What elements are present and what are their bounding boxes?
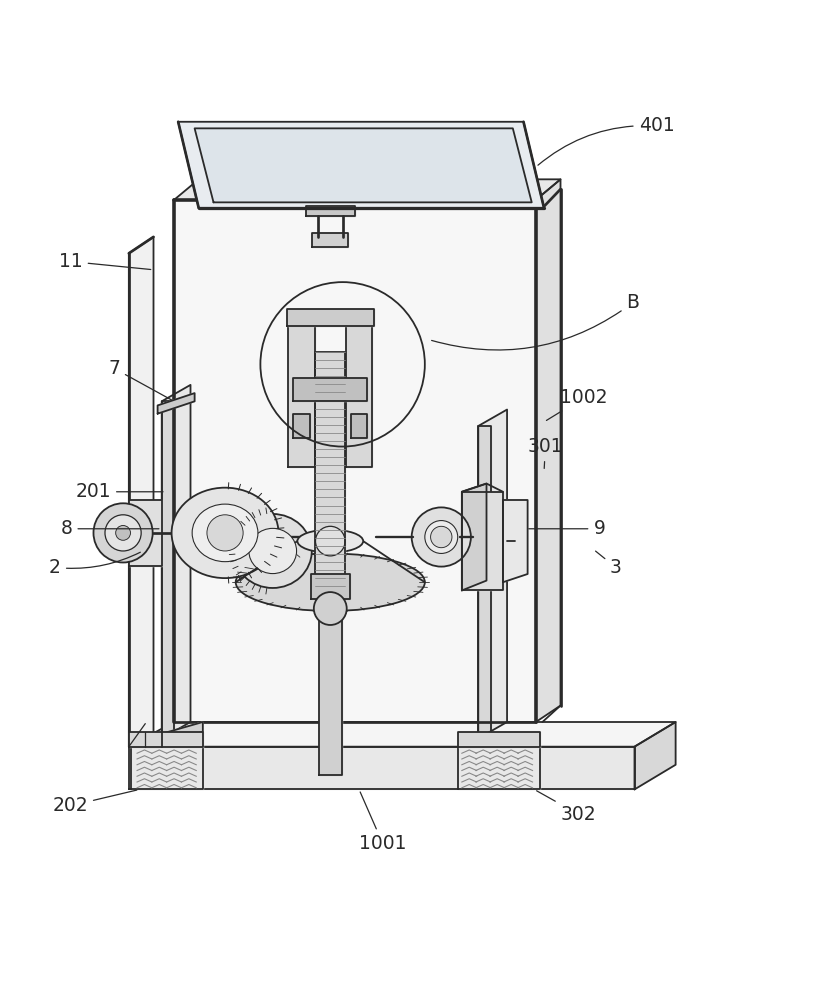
Text: 1001: 1001 <box>359 792 407 853</box>
Polygon shape <box>535 179 560 722</box>
Polygon shape <box>162 401 174 738</box>
Polygon shape <box>351 414 367 438</box>
Polygon shape <box>162 385 191 738</box>
Text: 401: 401 <box>538 116 674 165</box>
Polygon shape <box>315 352 345 586</box>
Polygon shape <box>458 747 540 789</box>
Polygon shape <box>305 206 355 216</box>
Polygon shape <box>129 500 162 566</box>
Polygon shape <box>346 319 372 467</box>
Text: B: B <box>431 293 639 350</box>
Ellipse shape <box>172 488 279 578</box>
Polygon shape <box>310 574 350 599</box>
Ellipse shape <box>412 507 471 567</box>
Polygon shape <box>293 378 367 401</box>
Polygon shape <box>462 484 487 590</box>
Circle shape <box>207 515 243 551</box>
Circle shape <box>116 525 130 540</box>
Polygon shape <box>129 747 634 789</box>
Circle shape <box>105 515 141 551</box>
Text: 3: 3 <box>596 551 622 577</box>
Text: 8: 8 <box>60 519 159 538</box>
Polygon shape <box>129 722 676 747</box>
Text: 1002: 1002 <box>546 388 608 420</box>
Text: 9: 9 <box>529 519 606 538</box>
Polygon shape <box>462 492 503 590</box>
Text: 7: 7 <box>108 359 172 400</box>
Ellipse shape <box>297 530 363 553</box>
Circle shape <box>93 503 153 562</box>
Polygon shape <box>287 309 374 326</box>
Polygon shape <box>145 738 158 747</box>
Polygon shape <box>195 128 532 202</box>
Polygon shape <box>129 732 203 747</box>
Ellipse shape <box>236 553 425 611</box>
Polygon shape <box>634 722 676 789</box>
Ellipse shape <box>425 521 458 553</box>
Polygon shape <box>174 179 560 200</box>
Polygon shape <box>129 237 153 747</box>
Text: 202: 202 <box>52 790 137 815</box>
Polygon shape <box>478 426 491 738</box>
Text: 301: 301 <box>528 437 563 468</box>
Polygon shape <box>131 747 203 789</box>
Polygon shape <box>318 586 342 775</box>
Ellipse shape <box>192 504 258 562</box>
Polygon shape <box>293 414 309 438</box>
Text: 2: 2 <box>49 552 140 577</box>
Text: 302: 302 <box>536 791 596 824</box>
Circle shape <box>315 526 345 556</box>
Ellipse shape <box>249 528 296 574</box>
Polygon shape <box>458 732 540 747</box>
Polygon shape <box>289 319 314 467</box>
Polygon shape <box>312 233 348 247</box>
Polygon shape <box>503 500 528 582</box>
Polygon shape <box>178 122 544 208</box>
Ellipse shape <box>233 514 312 588</box>
Polygon shape <box>158 393 195 414</box>
Text: 11: 11 <box>59 252 151 271</box>
Polygon shape <box>174 200 535 722</box>
Text: 201: 201 <box>75 482 163 501</box>
Circle shape <box>314 592 346 625</box>
Polygon shape <box>145 722 203 747</box>
Circle shape <box>431 526 452 548</box>
Polygon shape <box>478 410 507 738</box>
